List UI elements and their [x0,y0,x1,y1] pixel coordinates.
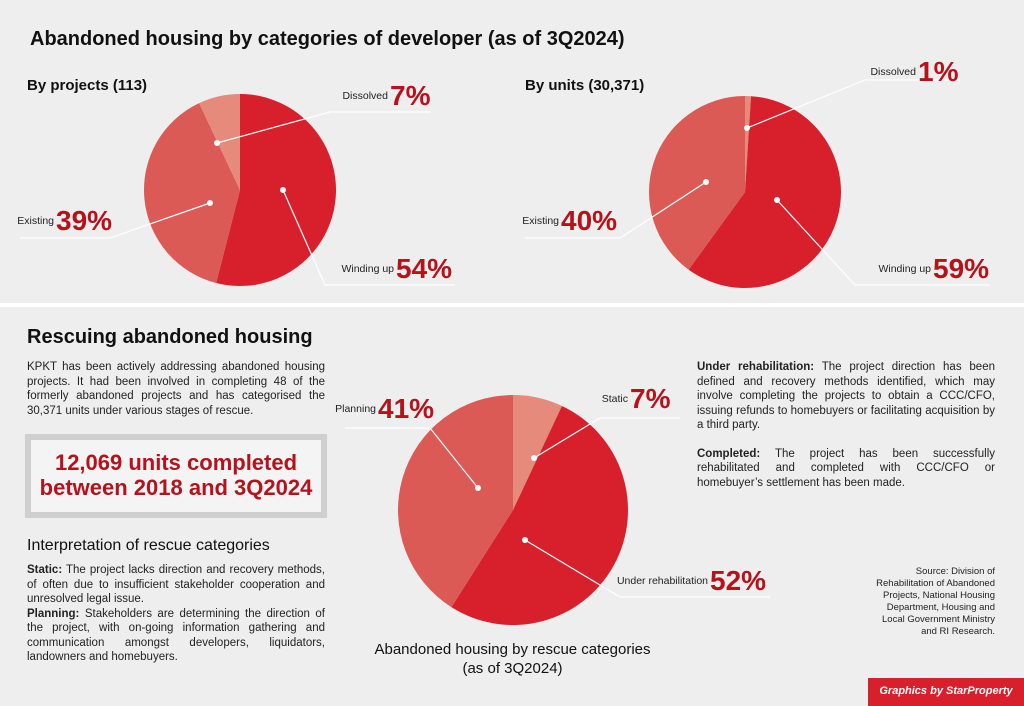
value-label: 41% [378,393,434,424]
callout-dot [531,455,537,461]
callout-line [776,199,990,286]
intro-text: KPKT has been actively addressing abando… [27,361,325,417]
slice-label: Under rehabilitation [617,575,708,587]
pie-slice [216,93,337,286]
value-label: 7% [390,80,431,111]
callout-dot [522,537,528,543]
callout-line [20,202,211,239]
definitions-left: Static: The project lacks direction and … [27,563,325,665]
value-label: 39% [56,205,112,236]
term: Planning: [27,607,80,620]
slice-label: Planning [335,403,376,415]
definition: Static: The project lacks direction and … [27,563,325,607]
credit: Graphics by StarProperty [868,678,1024,706]
callout-dot [475,485,481,491]
callout-line [524,539,770,598]
value-label: 59% [933,253,989,284]
divider [0,303,1024,307]
callout-dot [207,200,213,206]
slice-label: Dissolved [342,90,388,102]
callout-line [282,189,455,286]
pie-title: By units (30,371) [525,77,645,94]
definition-text: Stakeholders are determining the directi… [27,607,325,664]
term: Static: [27,564,63,576]
slice-label: Winding up [341,263,394,275]
callout-dot [774,197,780,203]
pie-slice [745,96,752,192]
callout-dot [280,187,286,193]
definition-text: The project lacks direction and recovery… [27,564,325,605]
callout-dot [703,179,709,185]
pie-slice [451,405,628,625]
pie-slice [688,96,841,289]
callout-line [345,427,479,489]
definition-text: The project direction has been defined a… [697,361,995,431]
pie-slice [649,96,745,270]
term: Completed: [697,447,761,460]
definitions-right: Under rehabilitation: The project direct… [697,360,995,490]
pie-title: By projects (113) [27,77,148,94]
value-label: 54% [396,253,452,284]
pie-slice [397,395,513,608]
definition-text: The project has been successfully rehabi… [697,447,995,489]
value-label: 52% [710,565,766,596]
callout-dot [744,125,750,131]
definition: Under rehabilitation: The project direct… [697,360,995,433]
slice-label: Static [602,393,628,405]
source: Source: Division of Rehabilitation of Ab… [876,566,995,637]
pie-title: Abandoned housing by rescue categories (… [374,641,651,677]
slice-label: Winding up [878,263,931,275]
callout-dot [214,140,220,146]
section-title: Rescuing abandoned housing [27,326,313,348]
slice-label: Existing [522,215,559,227]
subheading: Interpretation of rescue categories [27,537,270,554]
term: Under rehabilitation: [697,361,815,373]
value-label: 1% [918,56,959,87]
value-label: 7% [630,383,671,414]
callout-line [216,111,430,144]
callout-line [533,417,680,459]
pie-slice [144,103,240,283]
pie-slice [513,395,562,510]
callout-line [525,181,707,239]
slice-label: Dissolved [870,66,916,78]
definition: Completed: The project has been successf… [697,447,995,491]
slice-label: Existing [17,215,54,227]
highlight-box: 12,069 units completed between 2018 and … [25,434,327,518]
main-title: Abandoned housing by categories of devel… [30,28,625,50]
callout-line [746,79,960,129]
definition: Planning: Stakeholders are determining t… [27,607,325,665]
value-label: 40% [561,205,617,236]
